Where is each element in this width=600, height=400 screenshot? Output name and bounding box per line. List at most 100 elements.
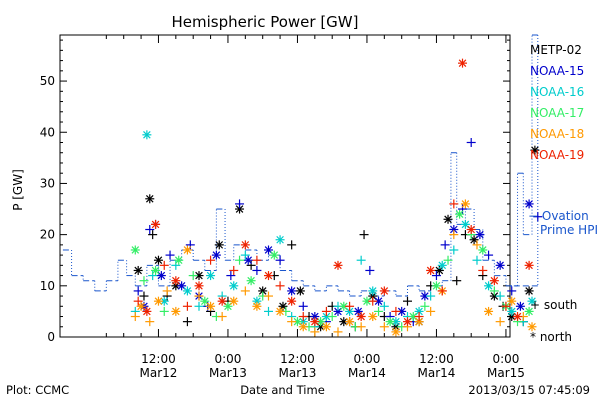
south-point bbox=[240, 286, 250, 296]
south-point bbox=[365, 265, 375, 275]
north-point bbox=[252, 301, 262, 311]
south-point bbox=[345, 301, 355, 311]
north-point bbox=[507, 296, 517, 306]
x-tick-date: Mar12 bbox=[139, 366, 177, 380]
y-axis-label: P [GW] bbox=[11, 169, 25, 211]
north-point bbox=[524, 260, 534, 270]
north-point bbox=[484, 306, 494, 316]
south-point bbox=[229, 265, 239, 275]
south-point bbox=[145, 317, 155, 327]
south-point bbox=[133, 286, 143, 296]
north-point bbox=[455, 209, 465, 219]
south-point bbox=[275, 255, 285, 265]
south-point bbox=[472, 240, 482, 250]
north-point bbox=[287, 286, 297, 296]
north-point bbox=[460, 219, 470, 229]
south-point bbox=[159, 260, 169, 270]
south-point bbox=[287, 317, 297, 327]
legend-south-marker: + south bbox=[530, 298, 578, 312]
south-point bbox=[217, 312, 227, 322]
south-point bbox=[472, 255, 482, 265]
chart-title: Hemispheric Power [GW] bbox=[172, 13, 359, 31]
y-tick-label: 50 bbox=[40, 74, 55, 88]
north-point bbox=[133, 265, 143, 275]
north-point bbox=[263, 271, 273, 281]
south-point bbox=[489, 286, 499, 296]
x-tick-time: 0:00 bbox=[353, 352, 380, 366]
south-point bbox=[359, 230, 369, 240]
north-point bbox=[171, 306, 181, 316]
south-point bbox=[420, 301, 430, 311]
north-point bbox=[391, 327, 401, 337]
north-point bbox=[182, 245, 192, 255]
x-tick-date: Mar15 bbox=[487, 366, 525, 380]
north-point bbox=[437, 260, 447, 270]
x-tick-date: Mar13 bbox=[278, 366, 316, 380]
north-point bbox=[379, 286, 389, 296]
south-point bbox=[533, 212, 543, 222]
south-point bbox=[145, 225, 155, 235]
north-point bbox=[153, 255, 163, 265]
south-point bbox=[402, 296, 412, 306]
south-point bbox=[449, 199, 459, 209]
x-tick-date: Mar14 bbox=[348, 366, 386, 380]
south-point bbox=[391, 306, 401, 316]
legend-item-noaa-16: NOAA-16 bbox=[530, 85, 585, 99]
data-points bbox=[130, 58, 543, 337]
south-point bbox=[426, 291, 436, 301]
south-point bbox=[148, 230, 158, 240]
x-tick-date: Mar14 bbox=[417, 366, 455, 380]
south-point bbox=[495, 291, 505, 301]
north-point bbox=[524, 286, 534, 296]
north-point bbox=[151, 219, 161, 229]
north-point bbox=[414, 306, 424, 316]
north-point bbox=[527, 322, 537, 332]
north-point bbox=[151, 265, 161, 275]
north-point bbox=[475, 230, 485, 240]
north-point bbox=[443, 214, 453, 224]
north-point bbox=[275, 306, 285, 316]
north-point bbox=[469, 235, 479, 245]
south-point bbox=[226, 271, 236, 281]
south-point bbox=[478, 265, 488, 275]
south-point bbox=[139, 291, 149, 301]
south-point bbox=[298, 301, 308, 311]
south-point bbox=[139, 276, 149, 286]
south-point bbox=[379, 322, 389, 332]
north-point bbox=[130, 245, 140, 255]
south-point bbox=[188, 271, 198, 281]
north-point bbox=[362, 296, 372, 306]
x-tick-time: 0:00 bbox=[492, 352, 519, 366]
north-point bbox=[434, 265, 444, 275]
north-point bbox=[275, 235, 285, 245]
south-point bbox=[374, 306, 384, 316]
legend-item-noaa-18: NOAA-18 bbox=[530, 127, 585, 141]
south-point bbox=[437, 286, 447, 296]
ovation-label-line: Prime HPI bbox=[540, 223, 598, 237]
south-point bbox=[133, 296, 143, 306]
x-tick-time: 12:00 bbox=[419, 352, 454, 366]
x-tick-time: 12:00 bbox=[141, 352, 176, 366]
north-point bbox=[495, 260, 505, 270]
north-point bbox=[278, 301, 288, 311]
north-point bbox=[258, 286, 268, 296]
north-point bbox=[513, 312, 523, 322]
south-point bbox=[466, 137, 476, 147]
y-tick-label: 40 bbox=[40, 125, 55, 139]
north-point bbox=[214, 240, 224, 250]
north-point bbox=[182, 286, 192, 296]
south-point bbox=[159, 306, 169, 316]
north-point bbox=[171, 276, 181, 286]
south-point bbox=[252, 255, 262, 265]
north-point bbox=[530, 145, 540, 155]
legend-item-metp-02: METP-02 bbox=[530, 43, 582, 57]
south-point bbox=[182, 301, 192, 311]
north-point bbox=[153, 296, 163, 306]
north-point bbox=[229, 296, 239, 306]
south-point bbox=[449, 245, 459, 255]
south-point bbox=[431, 271, 441, 281]
legend-item-noaa-17: NOAA-17 bbox=[530, 106, 585, 120]
ovation-label-line: − Ovation bbox=[528, 209, 589, 223]
north-point bbox=[368, 312, 378, 322]
